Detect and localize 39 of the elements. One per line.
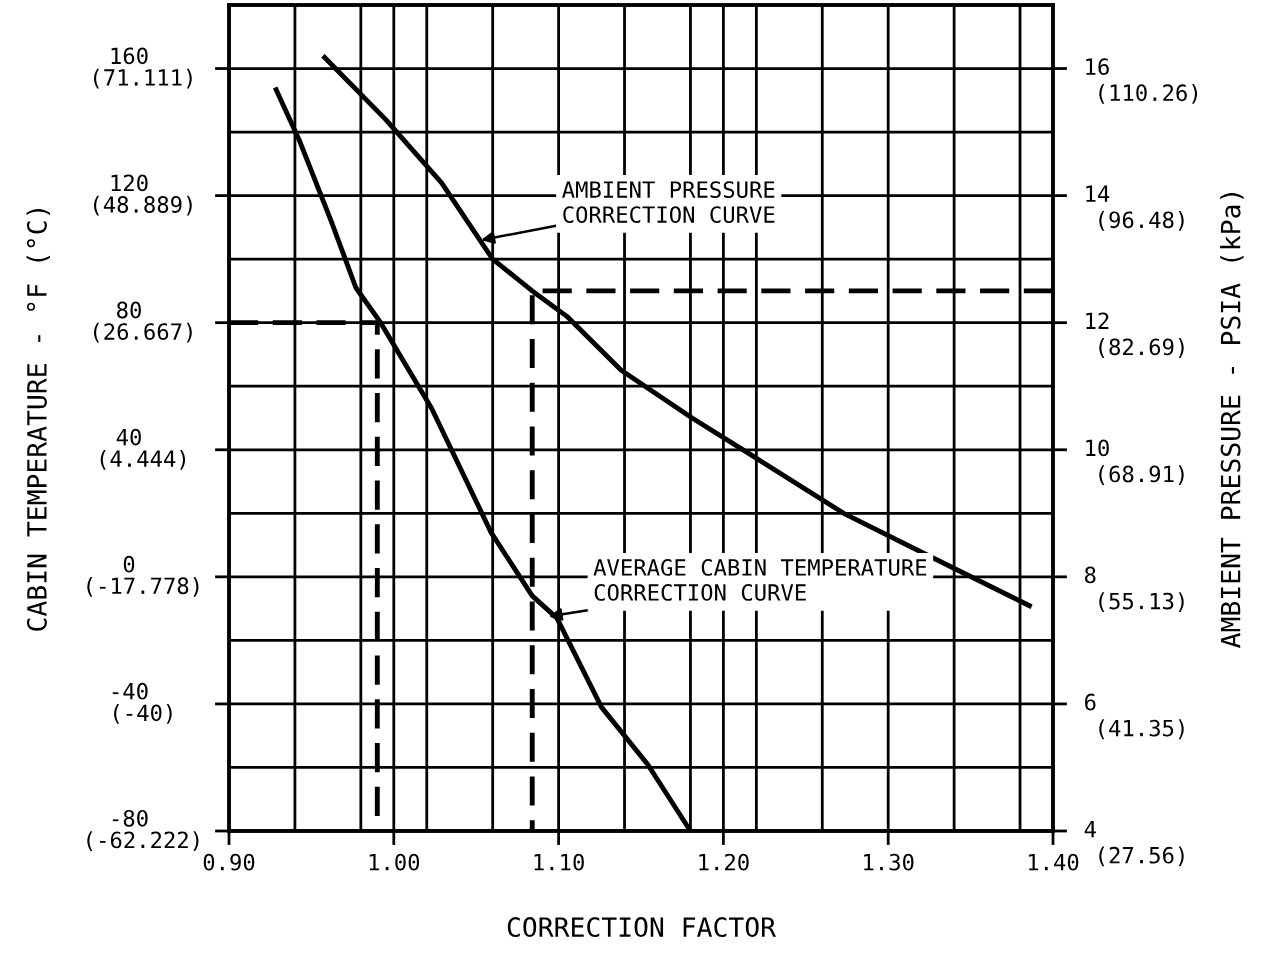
y3-tick-label: (-40) bbox=[114, 704, 172, 724]
y2-tick-label: 14 bbox=[1086, 185, 1110, 202]
y3-tick-label: (71.111) bbox=[94, 68, 192, 89]
x-tick-label: 0.90 bbox=[203, 853, 255, 871]
text: (110.26) bbox=[1099, 83, 1198, 104]
text: (96.48) bbox=[1099, 211, 1184, 231]
y-tick-label: 120 bbox=[111, 174, 148, 192]
x-tick-label: 1.00 bbox=[369, 853, 420, 871]
y-tick-label: 160 bbox=[111, 47, 148, 65]
y3-tick-label: (4.444) bbox=[100, 449, 186, 470]
y3-tick-label: (48.889) bbox=[94, 195, 192, 216]
y-tick-label: 40 bbox=[116, 428, 141, 446]
annotation: AMBIENT PRESSURE CORRECTION CURVE bbox=[562, 181, 775, 223]
y-axis-title: CABIN TEMPERATURE - °F (°C) bbox=[26, 209, 50, 631]
y2-axis-title: AMBIENT PRESSURE - PSIA (kPa) bbox=[1220, 193, 1244, 648]
x-tick-label: 1.10 bbox=[534, 853, 584, 871]
annotation: AVERAGE CABIN TEMPERATURE CORRECTION CURVE bbox=[593, 559, 927, 601]
x-tick-label: 1.30 bbox=[864, 853, 914, 871]
text: (82.69) bbox=[1099, 338, 1184, 358]
text: (41.35) bbox=[1099, 719, 1184, 740]
x-tick-label: 1.20 bbox=[699, 853, 749, 871]
y-tick-label: -40 bbox=[112, 682, 148, 700]
y3-tick-label: (-62.222) bbox=[87, 831, 199, 851]
text: (68.91) bbox=[1099, 465, 1184, 485]
text: (55.13) bbox=[1099, 592, 1184, 613]
x-tick-label: 1.40 bbox=[1028, 853, 1079, 871]
y2-tick-label: 12 bbox=[1086, 312, 1109, 329]
y3-tick-label: (26.667) bbox=[94, 322, 192, 343]
y-tick-label: 0 bbox=[123, 555, 135, 573]
y-tick-label: -80 bbox=[112, 809, 148, 827]
y2-tick-label: 6 bbox=[1085, 693, 1096, 711]
y2-tick-label: 10 bbox=[1086, 439, 1109, 457]
y2-tick-label: 8 bbox=[1084, 566, 1096, 584]
text: (27.56) bbox=[1099, 846, 1184, 867]
y-tick-label: 80 bbox=[117, 301, 141, 319]
y2-tick-label: 4 bbox=[1084, 820, 1096, 838]
x-axis-title: CORRECTION FACTOR bbox=[507, 917, 777, 938]
y2-tick-label: 16 bbox=[1086, 58, 1109, 76]
y3-tick-label: (-17.778) bbox=[87, 576, 199, 597]
